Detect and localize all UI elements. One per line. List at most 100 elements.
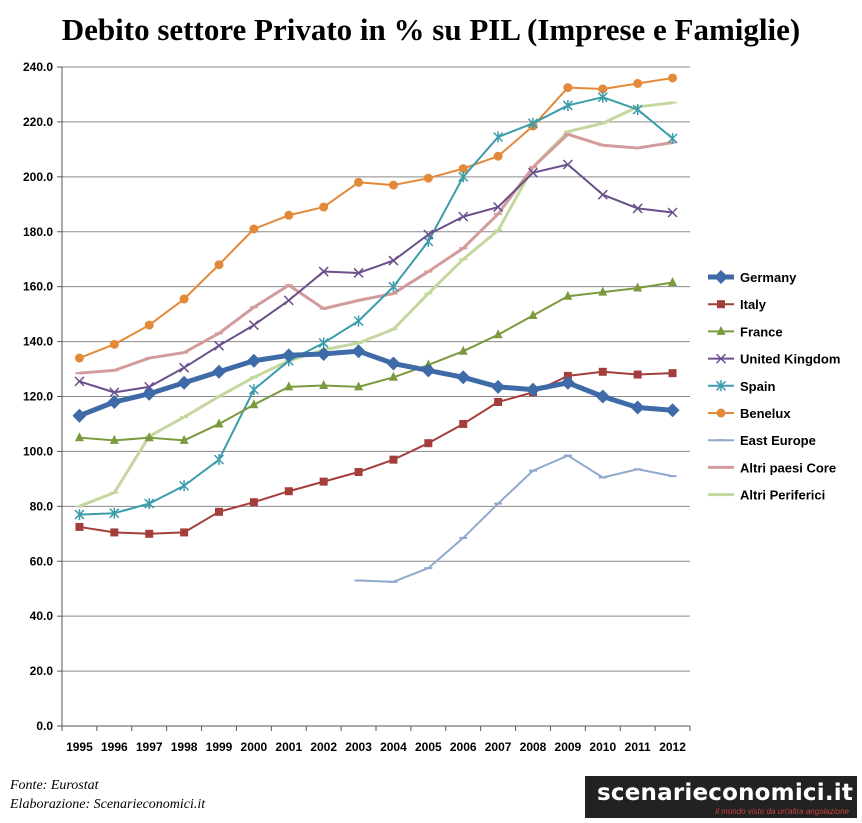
x-tick-labels: 1995 1996 1997 1998 1999 2000 2001 2002 2003 2004…	[66, 740, 686, 754]
data-point	[248, 384, 259, 396]
data-point	[630, 400, 645, 415]
x-tick-label: 2009	[555, 740, 582, 754]
y-tick-label: 140.0	[23, 335, 53, 349]
data-point	[249, 224, 259, 234]
data-point	[353, 315, 364, 327]
x-tick-label: 2002	[310, 740, 337, 754]
data-point	[597, 91, 608, 103]
data-point	[632, 104, 643, 116]
line-chart: 0.0 20.0 40.0 60.0 80.0 100.0 120.0 140.0 160.0 1…	[23, 60, 840, 754]
data-point	[493, 329, 503, 339]
legend-item: Altri Periferici	[708, 488, 825, 503]
source-note: Fonte: Eurostat	[10, 778, 99, 793]
data-point	[633, 370, 642, 379]
data-point	[354, 381, 364, 391]
data-point	[424, 439, 433, 448]
data-point	[249, 498, 258, 507]
data-point	[665, 403, 680, 418]
legend-item: Benelux	[708, 406, 791, 421]
legend-label: Germany	[740, 270, 797, 285]
data-point	[180, 528, 189, 537]
x-tick-label: 1998	[171, 740, 198, 754]
data-point	[458, 164, 468, 174]
series-line	[79, 370, 673, 535]
data-point	[74, 432, 84, 442]
data-point	[526, 382, 540, 397]
data-point	[562, 159, 573, 170]
legend-item: United Kingdom	[708, 352, 840, 367]
series-united-kingdom	[74, 159, 678, 398]
data-point	[716, 408, 726, 418]
data-point	[109, 339, 119, 349]
series-france	[74, 277, 678, 444]
data-point	[388, 371, 398, 381]
data-point	[281, 348, 296, 363]
data-point	[595, 389, 610, 404]
data-point	[110, 528, 119, 537]
data-point	[214, 418, 224, 428]
data-point	[179, 294, 189, 304]
gridlines	[62, 66, 690, 672]
y-tick-label: 220.0	[23, 115, 53, 129]
data-point	[494, 397, 503, 406]
data-point	[598, 286, 608, 296]
data-point	[563, 83, 573, 93]
x-tick-label: 2005	[415, 740, 442, 754]
data-point	[319, 202, 329, 212]
legend-label: Italy	[740, 297, 767, 312]
y-tick-label: 160.0	[23, 280, 53, 294]
series-line	[79, 96, 674, 516]
data-point	[632, 203, 643, 214]
data-point	[144, 432, 154, 442]
data-point	[215, 507, 223, 516]
brand-tagline: il mondo visto da un'altra angolazione	[715, 807, 849, 816]
legend-item: Germany	[708, 270, 797, 285]
legend-item: Italy	[708, 297, 767, 312]
data-point	[458, 171, 469, 183]
series-line	[79, 163, 673, 394]
data-point	[668, 277, 678, 287]
y-tick-label: 200.0	[23, 170, 53, 184]
data-point	[597, 189, 608, 200]
data-point	[493, 202, 504, 213]
x-tick-label: 1997	[136, 740, 163, 754]
data-point	[284, 210, 294, 220]
series-altri-periferici	[75, 101, 677, 508]
y-tick-label: 40.0	[30, 609, 54, 623]
legend-item: Spain	[708, 379, 775, 394]
data-point	[633, 78, 643, 88]
series-line	[78, 348, 673, 419]
series-line	[79, 281, 673, 442]
data-point	[423, 229, 434, 240]
data-point	[388, 180, 398, 190]
legend-item: Altri paesi Core	[708, 460, 836, 475]
x-tick-label: 2006	[450, 740, 477, 754]
data-point	[212, 364, 226, 379]
brand-logo: scenarieconomici.it il mondo visto da un…	[585, 776, 857, 818]
data-point	[633, 282, 643, 292]
legend-item: East Europe	[708, 433, 816, 448]
data-point	[72, 408, 87, 423]
data-point	[179, 434, 189, 444]
data-point	[109, 507, 120, 519]
y-tick-label: 80.0	[30, 499, 54, 513]
data-point	[714, 270, 728, 284]
legend-label: Altri paesi Core	[740, 460, 836, 475]
series-germany	[72, 344, 680, 423]
axes	[57, 66, 691, 731]
data-point	[107, 394, 122, 409]
data-point	[388, 281, 399, 293]
legend-label: Benelux	[740, 406, 791, 421]
data-point	[459, 419, 468, 428]
data-point	[560, 375, 575, 390]
data-point	[354, 468, 363, 477]
data-point	[179, 480, 190, 492]
data-point	[249, 399, 259, 409]
x-tick-label: 1999	[206, 740, 233, 754]
data-point	[319, 380, 329, 390]
data-point	[493, 151, 503, 161]
data-point	[421, 363, 436, 378]
footer: Fonte: Eurostat Elaborazione: Scenarieco…	[10, 776, 205, 814]
y-tick-label: 0.0	[36, 719, 53, 733]
brand-name: scenarieconomici.it	[597, 780, 854, 806]
